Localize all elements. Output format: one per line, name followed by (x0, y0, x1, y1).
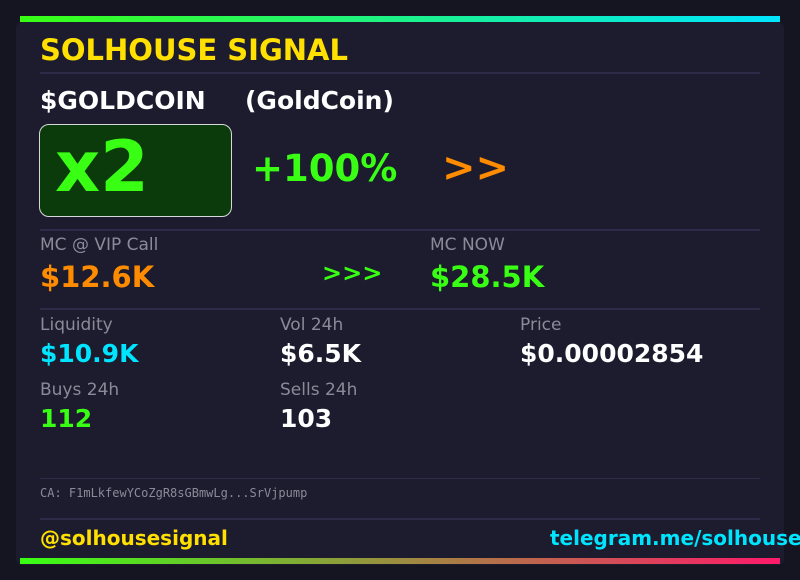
signal-card (16, 22, 784, 565)
divider (40, 308, 760, 310)
mc-arrow: >>> (322, 259, 383, 287)
mc-call-value: $12.6K (40, 260, 155, 294)
mc-now-label: MC NOW (430, 235, 505, 255)
top-accent-bar (20, 16, 780, 22)
contract-address: CA: F1mLkfewYCoZgR8sGBmwLg...SrVjpump (40, 486, 308, 500)
stat-value: 112 (40, 404, 93, 433)
stat-label: Buys 24h (40, 380, 120, 400)
mc-now-value: $28.5K (430, 260, 545, 294)
stat-value: 103 (280, 404, 333, 433)
divider (40, 518, 760, 520)
stat-label: Liquidity (40, 315, 113, 335)
stat-label: Sells 24h (280, 380, 358, 400)
stat-label: Price (520, 315, 562, 335)
token-name: (GoldCoin) (245, 86, 394, 115)
stat-value: $6.5K (280, 339, 362, 368)
mc-call-label: MC @ VIP Call (40, 235, 159, 255)
stat-value: $10.9K (40, 339, 139, 368)
bottom-accent-bar (20, 558, 780, 564)
telegram-link[interactable]: telegram.me/solhouse (550, 526, 800, 550)
handle: @solhousesignal (40, 526, 228, 550)
stat-label: Vol 24h (280, 315, 344, 335)
change-percent: +100% (252, 147, 398, 190)
multiplier-box (39, 124, 232, 217)
divider (40, 72, 760, 74)
token-symbol: $GOLDCOIN (40, 86, 206, 115)
divider (40, 229, 760, 231)
arrow: >> (442, 145, 510, 191)
title: SOLHOUSE SIGNAL (40, 33, 348, 67)
divider (40, 478, 760, 479)
multiplier: x2 (55, 126, 149, 208)
stat-value: $0.00002854 (520, 339, 704, 368)
